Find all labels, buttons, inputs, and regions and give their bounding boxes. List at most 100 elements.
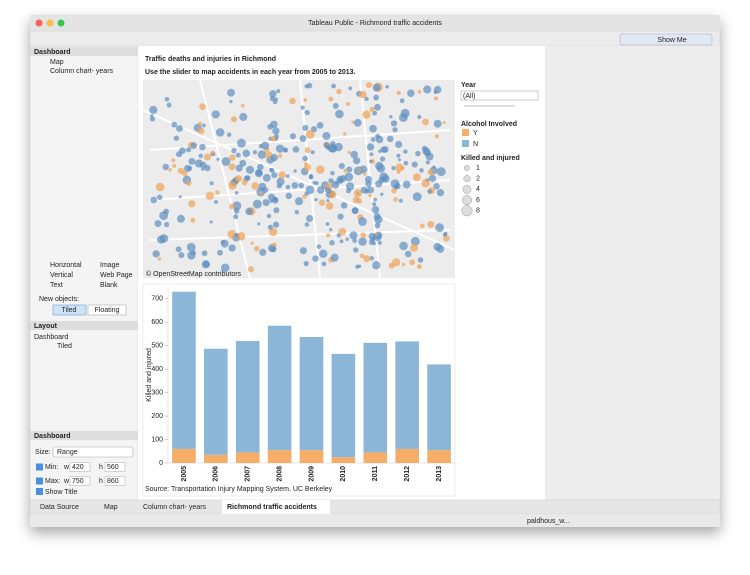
show-me-button[interactable] bbox=[619, 33, 713, 46]
map-dot[interactable] bbox=[372, 83, 381, 92]
input[interactable] bbox=[69, 462, 91, 472]
map-dot[interactable] bbox=[257, 150, 267, 159]
map-dot[interactable] bbox=[410, 243, 419, 252]
map-dot[interactable] bbox=[390, 179, 400, 189]
map-dot[interactable] bbox=[364, 96, 369, 101]
map-dot[interactable] bbox=[416, 264, 422, 270]
checkbox[interactable] bbox=[36, 488, 43, 495]
checkbox[interactable] bbox=[36, 477, 43, 485]
sheet-item[interactable]: Column chart- years bbox=[50, 68, 114, 75]
map-dot[interactable] bbox=[358, 168, 362, 172]
bar-segment[interactable] bbox=[267, 450, 292, 463]
map-dot[interactable] bbox=[343, 168, 348, 173]
map-dot[interactable] bbox=[326, 199, 330, 203]
map-dot[interactable] bbox=[374, 103, 381, 111]
map-dot[interactable] bbox=[389, 114, 393, 119]
map-dot[interactable] bbox=[227, 88, 235, 97]
map-dot[interactable] bbox=[345, 237, 349, 241]
map-dot[interactable] bbox=[152, 250, 160, 258]
map-dot[interactable] bbox=[159, 234, 169, 243]
map-dot[interactable] bbox=[234, 175, 243, 183]
map-dot[interactable] bbox=[201, 260, 210, 269]
map-dot[interactable] bbox=[236, 232, 246, 241]
map-dot[interactable] bbox=[204, 164, 211, 172]
map-dot[interactable] bbox=[205, 191, 215, 200]
input[interactable] bbox=[104, 462, 126, 472]
map-dot[interactable] bbox=[239, 112, 248, 121]
map-dot[interactable] bbox=[274, 97, 279, 102]
map-dot[interactable] bbox=[157, 257, 162, 261]
bar-segment[interactable] bbox=[427, 450, 451, 463]
map-dot[interactable] bbox=[257, 222, 261, 226]
map-dot[interactable] bbox=[201, 250, 208, 257]
map-dot[interactable] bbox=[363, 172, 367, 176]
map-dot[interactable] bbox=[149, 105, 158, 115]
map-dot[interactable] bbox=[242, 149, 251, 158]
map-dot[interactable] bbox=[388, 262, 395, 269]
map-dot[interactable] bbox=[229, 203, 236, 210]
map-dot[interactable] bbox=[168, 167, 172, 172]
map-dot[interactable] bbox=[228, 163, 236, 171]
input[interactable] bbox=[104, 476, 126, 486]
map-dot[interactable] bbox=[346, 166, 353, 173]
map-dot[interactable] bbox=[154, 220, 162, 228]
map-dot[interactable] bbox=[325, 145, 331, 150]
map-dot[interactable] bbox=[220, 263, 230, 273]
map-dot[interactable] bbox=[194, 159, 203, 168]
map-dot[interactable] bbox=[373, 94, 380, 101]
map-dot[interactable] bbox=[328, 178, 334, 184]
map-dot[interactable] bbox=[328, 190, 337, 199]
map-dot[interactable] bbox=[428, 174, 437, 183]
map-dot[interactable] bbox=[235, 164, 243, 172]
map-dot[interactable] bbox=[293, 169, 297, 173]
map-dot[interactable] bbox=[360, 232, 367, 238]
map-dot[interactable] bbox=[190, 217, 196, 223]
map-dot[interactable] bbox=[304, 222, 310, 227]
map-dot[interactable] bbox=[294, 209, 300, 215]
map-dot[interactable] bbox=[308, 174, 314, 180]
map-dot[interactable] bbox=[233, 207, 240, 214]
map-dot[interactable] bbox=[340, 202, 348, 209]
map-dot[interactable] bbox=[217, 249, 223, 256]
map-dot[interactable] bbox=[395, 140, 403, 149]
map-dot[interactable] bbox=[436, 189, 445, 197]
map-dot[interactable] bbox=[259, 248, 267, 256]
map-dot[interactable] bbox=[171, 158, 176, 163]
map-dot[interactable] bbox=[427, 169, 434, 176]
map-dot[interactable] bbox=[184, 164, 192, 173]
map-dot[interactable] bbox=[155, 182, 165, 192]
object-item[interactable]: Blank bbox=[100, 282, 118, 289]
map-dot[interactable] bbox=[258, 192, 263, 196]
map-dot[interactable] bbox=[434, 134, 440, 139]
map-dot[interactable] bbox=[305, 185, 315, 195]
map-dot[interactable] bbox=[372, 261, 381, 270]
map-dot[interactable] bbox=[411, 161, 418, 168]
map-dot[interactable] bbox=[349, 231, 358, 240]
map-dot[interactable] bbox=[359, 253, 365, 259]
map-dot[interactable] bbox=[221, 157, 231, 166]
tab[interactable]: Map bbox=[104, 504, 118, 511]
map-dot[interactable] bbox=[337, 213, 344, 220]
map-dot[interactable] bbox=[433, 119, 442, 128]
map-dot[interactable] bbox=[150, 196, 158, 204]
map-dot[interactable] bbox=[164, 96, 170, 102]
map-dot[interactable] bbox=[399, 241, 408, 251]
map-dot[interactable] bbox=[302, 194, 307, 199]
map-dot[interactable] bbox=[422, 118, 429, 126]
map-dot[interactable] bbox=[330, 253, 339, 262]
map-dot[interactable] bbox=[371, 202, 377, 207]
map-dot[interactable] bbox=[432, 165, 436, 169]
bar-segment[interactable] bbox=[331, 353, 356, 458]
map-dot[interactable] bbox=[185, 180, 192, 186]
map-dot[interactable] bbox=[353, 189, 363, 198]
map-dot[interactable] bbox=[325, 202, 334, 210]
map-dot[interactable] bbox=[186, 242, 196, 252]
map-dot[interactable] bbox=[433, 183, 440, 190]
map-dot[interactable] bbox=[422, 147, 430, 155]
map-dot[interactable] bbox=[391, 187, 397, 194]
map-dot[interactable] bbox=[417, 89, 422, 94]
object-item[interactable]: Vertical bbox=[50, 272, 73, 279]
map-dot[interactable] bbox=[399, 98, 405, 104]
map-dot[interactable] bbox=[347, 150, 351, 155]
map-dot[interactable] bbox=[226, 132, 232, 137]
